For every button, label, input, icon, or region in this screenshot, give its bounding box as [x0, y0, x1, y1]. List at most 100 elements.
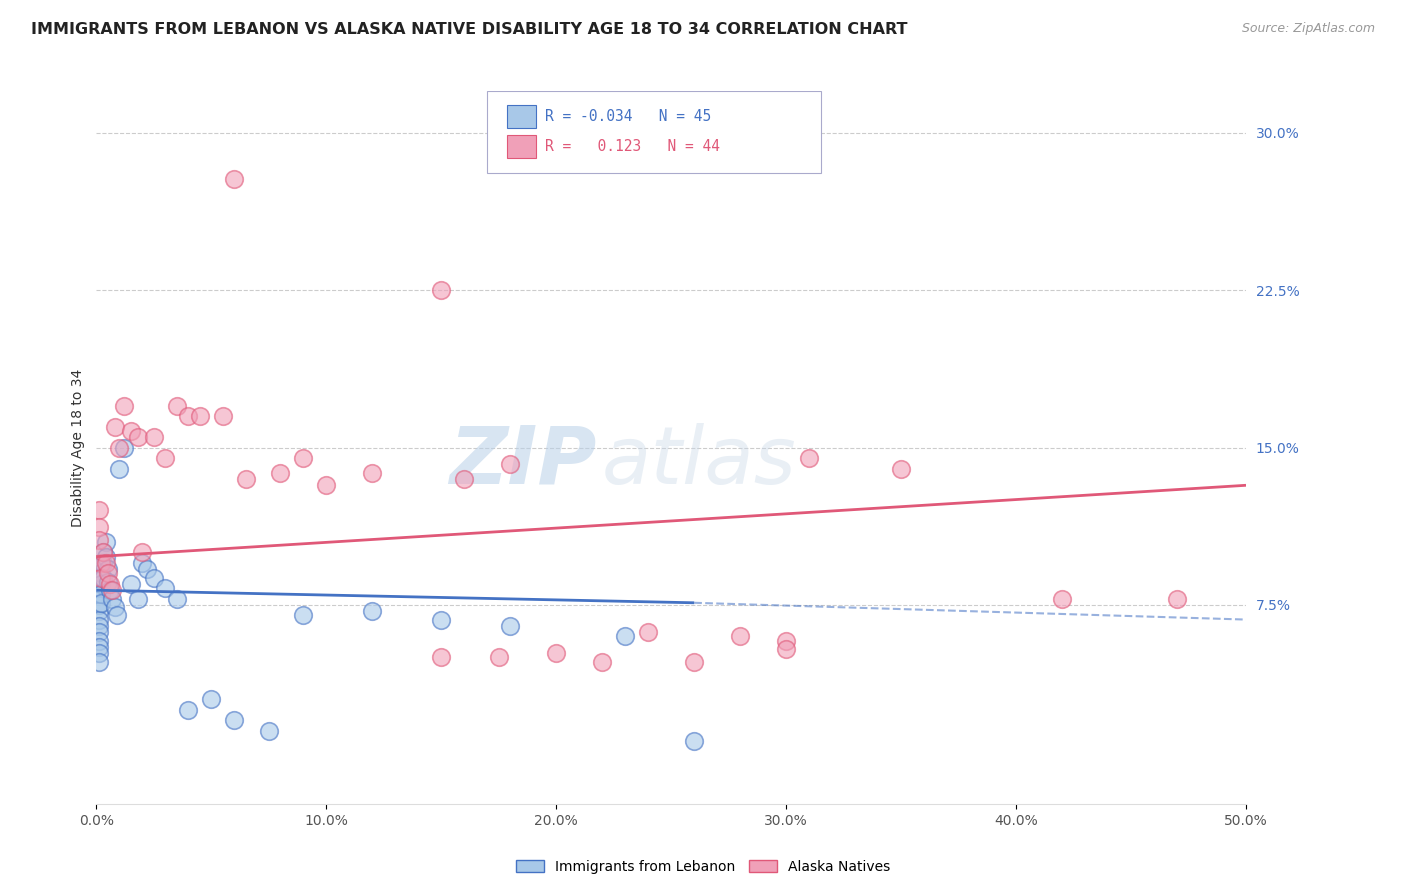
Point	[224, 713, 246, 727]
Point	[1166, 591, 1188, 606]
Point	[430, 283, 453, 297]
Point	[104, 599, 127, 614]
Point	[166, 399, 188, 413]
Point	[87, 598, 110, 612]
Point	[94, 556, 117, 570]
Point	[108, 441, 131, 455]
Point	[292, 450, 315, 465]
Point	[97, 566, 120, 581]
Point	[108, 461, 131, 475]
Point	[224, 172, 246, 186]
Text: IMMIGRANTS FROM LEBANON VS ALASKA NATIVE DISABILITY AGE 18 TO 34 CORRELATION CHA: IMMIGRANTS FROM LEBANON VS ALASKA NATIVE…	[31, 22, 907, 37]
Point	[127, 591, 149, 606]
Point	[87, 503, 110, 517]
Point	[87, 604, 110, 618]
Point	[453, 472, 475, 486]
Point	[269, 466, 291, 480]
Point	[546, 646, 568, 660]
Point	[104, 419, 127, 434]
Point	[127, 430, 149, 444]
Point	[98, 583, 121, 598]
Point	[87, 655, 110, 669]
Point	[87, 520, 110, 534]
Point	[728, 629, 751, 643]
Point	[136, 562, 159, 576]
Text: Source: ZipAtlas.com: Source: ZipAtlas.com	[1241, 22, 1375, 36]
Point	[292, 608, 315, 623]
Point	[98, 577, 121, 591]
Point	[166, 591, 188, 606]
Point	[91, 545, 114, 559]
Point	[797, 450, 820, 465]
Text: atlas: atlas	[602, 423, 797, 500]
Point	[87, 625, 110, 640]
Point	[87, 613, 110, 627]
Point	[90, 556, 112, 570]
Point	[142, 430, 165, 444]
Point	[87, 640, 110, 654]
Text: R =   0.123   N = 44: R = 0.123 N = 44	[544, 139, 720, 154]
Point	[131, 556, 153, 570]
Point	[91, 571, 114, 585]
Point	[188, 409, 211, 423]
Point	[91, 545, 114, 559]
Point	[120, 424, 142, 438]
Point	[614, 629, 637, 643]
Point	[112, 399, 135, 413]
Text: R = -0.034   N = 45: R = -0.034 N = 45	[544, 109, 711, 124]
Point	[90, 596, 112, 610]
Point	[361, 466, 384, 480]
Point	[87, 646, 110, 660]
Point	[97, 574, 120, 589]
Point	[177, 703, 200, 717]
Point	[211, 409, 233, 423]
Point	[683, 655, 706, 669]
FancyBboxPatch shape	[506, 135, 536, 158]
Point	[775, 642, 797, 657]
Point	[101, 591, 124, 606]
Point	[90, 571, 112, 585]
Point	[105, 608, 128, 623]
Point	[97, 562, 120, 576]
Point	[637, 625, 659, 640]
Point	[90, 556, 112, 570]
Point	[499, 458, 522, 472]
Point	[257, 723, 280, 738]
Point	[87, 633, 110, 648]
Point	[87, 619, 110, 633]
Legend: Immigrants from Lebanon, Alaska Natives: Immigrants from Lebanon, Alaska Natives	[509, 853, 897, 880]
Point	[101, 583, 124, 598]
Point	[90, 587, 112, 601]
Point	[155, 450, 177, 465]
Point	[87, 533, 110, 547]
Point	[120, 577, 142, 591]
Point	[112, 441, 135, 455]
Point	[315, 478, 337, 492]
Point	[361, 604, 384, 618]
Point	[430, 613, 453, 627]
Point	[235, 472, 257, 486]
Point	[488, 650, 510, 665]
FancyBboxPatch shape	[506, 105, 536, 128]
Point	[94, 535, 117, 549]
Point	[200, 692, 222, 706]
Point	[1050, 591, 1073, 606]
Point	[155, 581, 177, 595]
Point	[90, 577, 112, 591]
Point	[890, 461, 912, 475]
Point	[430, 650, 453, 665]
Text: ZIP: ZIP	[449, 423, 596, 500]
Y-axis label: Disability Age 18 to 34: Disability Age 18 to 34	[72, 368, 86, 526]
Point	[683, 734, 706, 748]
FancyBboxPatch shape	[488, 91, 821, 173]
Point	[90, 566, 112, 581]
Point	[91, 556, 114, 570]
Point	[591, 655, 613, 669]
Point	[142, 571, 165, 585]
Point	[775, 633, 797, 648]
Point	[499, 619, 522, 633]
Point	[87, 587, 110, 601]
Point	[94, 549, 117, 564]
Point	[131, 545, 153, 559]
Point	[177, 409, 200, 423]
